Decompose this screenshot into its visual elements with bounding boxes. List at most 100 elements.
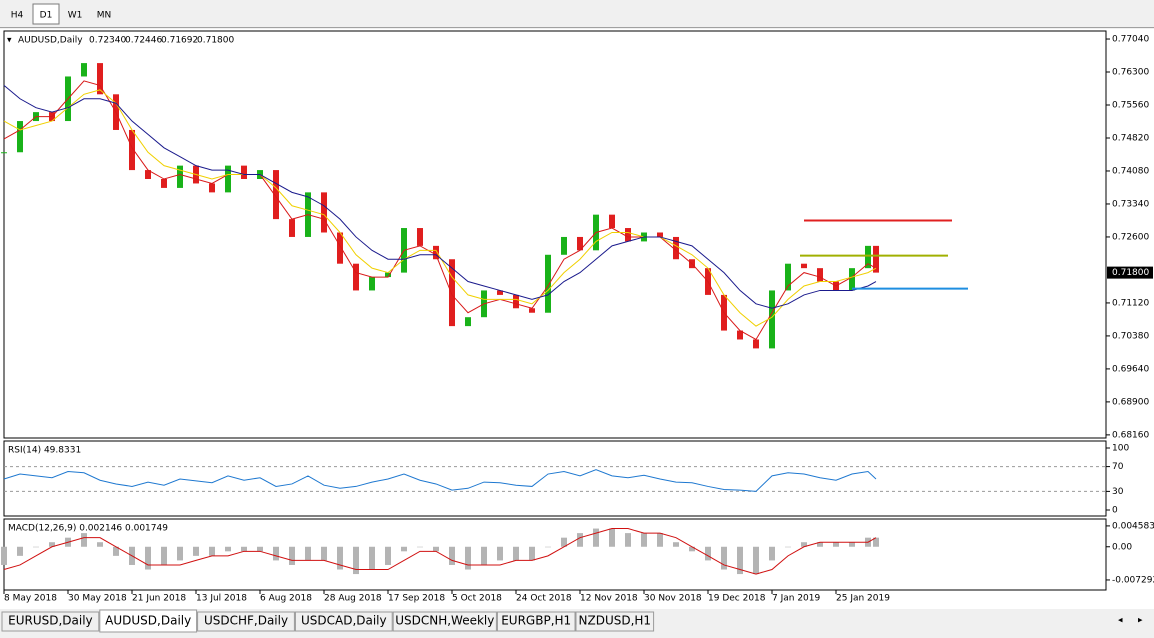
- candle: [129, 129, 135, 171]
- timeframe-label: D1: [40, 11, 53, 21]
- macd-bar: [321, 546, 327, 561]
- symbol-tab[interactable]: [197, 611, 295, 632]
- x-tick-label: 28 Aug 2018: [324, 594, 382, 604]
- macd-bar: [497, 546, 503, 561]
- macd-bar: [817, 542, 823, 547]
- macd-bar: [273, 546, 279, 561]
- candle: [577, 236, 583, 251]
- scroll-right[interactable]: ▸: [1138, 616, 1143, 626]
- x-tick-label: 21 Jun 2018: [132, 594, 186, 604]
- macd-bar: [257, 546, 263, 552]
- y-tick-label: 100: [1112, 444, 1129, 454]
- macd-bar: [113, 546, 119, 556]
- x-tick-label: 6 Aug 2018: [260, 594, 312, 604]
- macd-bar: [353, 546, 359, 575]
- timeframe-button[interactable]: [32, 3, 60, 25]
- macd-bar: [721, 546, 727, 570]
- x-tick-label: 19 Dec 2018: [708, 594, 766, 604]
- y-tick-label: 0.76300: [1112, 68, 1149, 78]
- macd-bar: [625, 533, 631, 547]
- timeframe-button[interactable]: [4, 4, 30, 24]
- ohlc-value: 0.72446: [125, 36, 162, 46]
- candle: [321, 192, 327, 233]
- macd-bar: [513, 546, 519, 561]
- candle: [625, 228, 631, 242]
- symbol-tab[interactable]: [1, 611, 100, 632]
- y-tick-label: 0.68900: [1112, 397, 1149, 407]
- macd-bar: [161, 546, 167, 565]
- y-tick-label: 0.74080: [1112, 166, 1149, 176]
- candle: [497, 290, 503, 295]
- macd-bar: [305, 546, 311, 561]
- symbol-tab[interactable]: [575, 611, 655, 632]
- x-tick-label: 24 Oct 2018: [516, 594, 572, 604]
- symbol-tab-label: USDCHF,Daily: [204, 614, 288, 628]
- candle: [145, 170, 151, 179]
- symbol-tab-label: NZDUSD,H1: [579, 614, 652, 628]
- symbol-tab[interactable]: [496, 611, 576, 632]
- candle: [865, 245, 871, 269]
- x-tick-label: 30 Nov 2018: [644, 594, 702, 604]
- symbol-tab[interactable]: [294, 611, 393, 632]
- candle: [225, 165, 231, 193]
- candle: [657, 232, 663, 237]
- candle: [209, 183, 215, 193]
- candle: [849, 268, 855, 291]
- chart-window: [0, 29, 1154, 609]
- candle: [673, 236, 679, 260]
- macd-bar: [209, 546, 215, 556]
- symbol-tab-label: USDCAD,Daily: [301, 614, 387, 628]
- macd-bar: [97, 542, 103, 547]
- y-tick-label: 0.70380: [1112, 331, 1149, 341]
- candle: [609, 214, 615, 229]
- y-tick-label: 0.00: [1112, 542, 1132, 552]
- candle: [17, 121, 23, 153]
- y-tick-label: 0.74820: [1112, 133, 1149, 143]
- candle: [385, 272, 391, 278]
- symbol-marker: ▾: [7, 36, 12, 46]
- y-tick-label: 0.71120: [1112, 298, 1149, 308]
- symbol-tab[interactable]: [392, 611, 497, 632]
- y-tick-label: 0: [1112, 505, 1118, 515]
- macd-bar: [481, 546, 487, 565]
- x-tick-label: 30 May 2018: [68, 594, 127, 604]
- moving-average: [3, 85, 877, 309]
- candle: [785, 263, 791, 291]
- candle: [97, 63, 103, 95]
- candle: [737, 330, 743, 340]
- macd-bar: [705, 546, 711, 561]
- macd-bar: [401, 546, 407, 552]
- scroll-left[interactable]: ◂: [1118, 616, 1123, 626]
- macd-bar: [529, 546, 535, 561]
- symbol-tab-label: EURUSD,Daily: [8, 614, 93, 628]
- symbol-tab[interactable]: [99, 609, 198, 633]
- indicator-title: RSI(14) 49.8331: [8, 446, 81, 456]
- candle: [449, 259, 455, 327]
- macd-bar: [177, 546, 183, 561]
- candle: [177, 165, 183, 188]
- macd-bar: [241, 546, 247, 552]
- timeframe-button[interactable]: [62, 4, 88, 24]
- chart-title: AUDUSD,Daily: [18, 36, 83, 46]
- candle: [161, 179, 167, 188]
- x-tick-label: 5 Oct 2018: [452, 594, 502, 604]
- y-tick-label: 0.73340: [1112, 199, 1149, 209]
- candle: [369, 277, 375, 291]
- candle: [337, 232, 343, 264]
- x-tick-label: 25 Jan 2019: [836, 594, 890, 604]
- macd-bar: [81, 533, 87, 547]
- x-tick-label: 13 Jul 2018: [196, 594, 247, 604]
- timeframe-label: MN: [97, 11, 112, 21]
- candle: [273, 170, 279, 220]
- y-tick-label: 0.004583: [1112, 521, 1154, 531]
- macd-bar: [1, 546, 7, 565]
- macd-bar: [753, 546, 759, 575]
- candle: [81, 63, 87, 77]
- timeframe-button[interactable]: [91, 4, 117, 24]
- panel-frame: [3, 30, 1107, 439]
- y-tick-label: 0.77040: [1112, 35, 1149, 45]
- current-price-label: 0.71800: [1112, 268, 1149, 278]
- moving-average: [3, 80, 877, 341]
- indicator-title: MACD(12,26,9) 0.002146 0.001749: [8, 524, 168, 534]
